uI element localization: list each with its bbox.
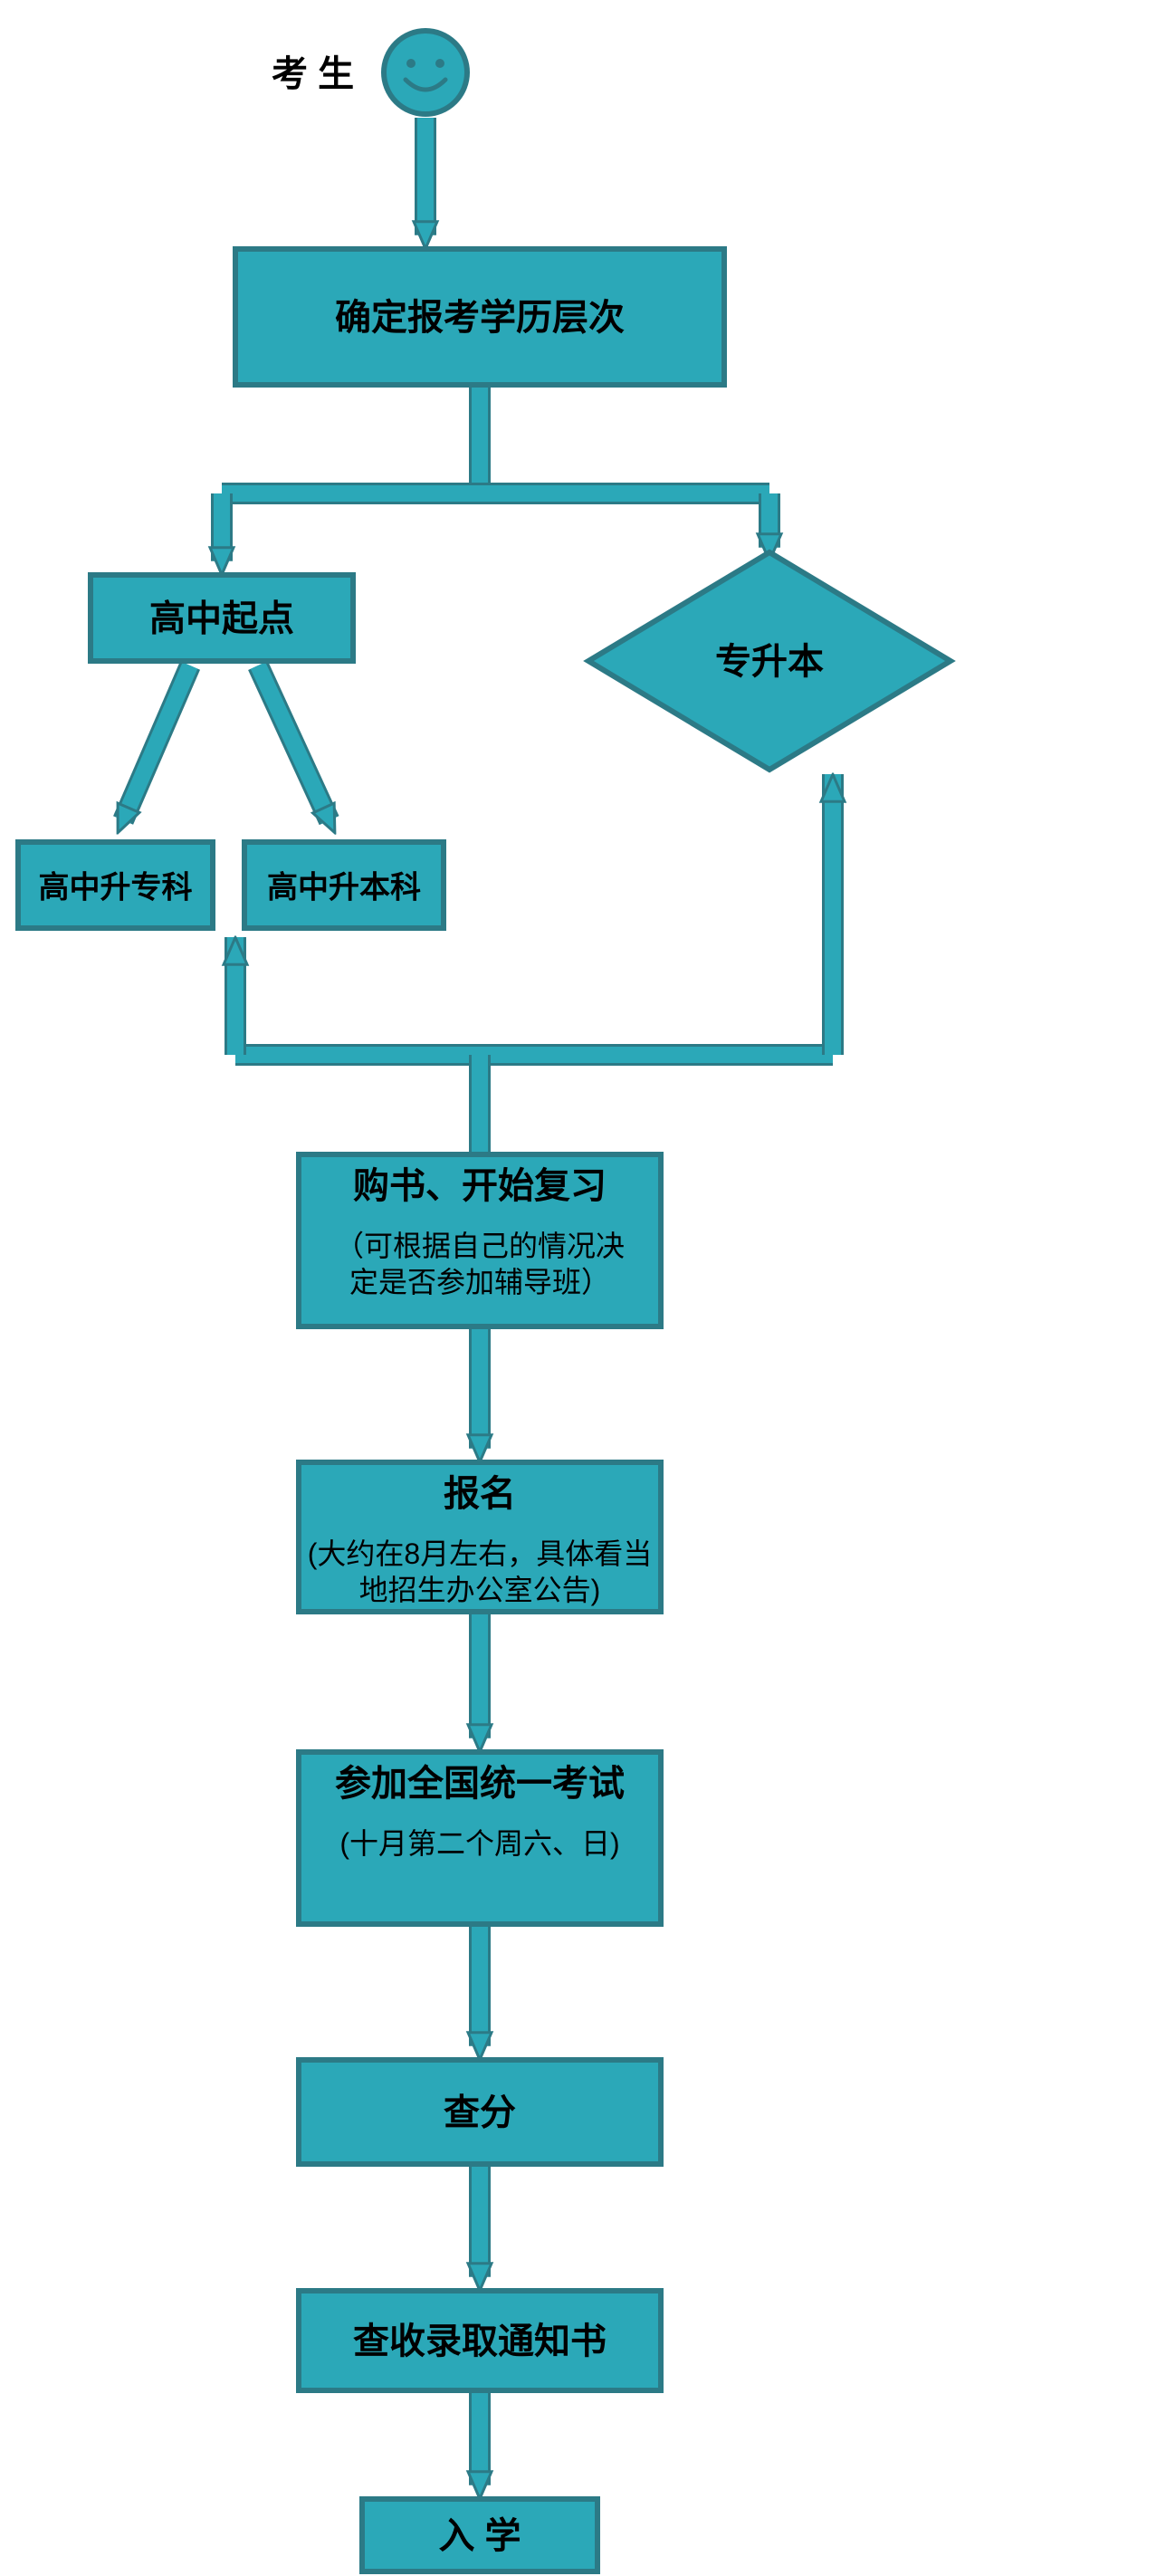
node-admit: 查收录取通知书 <box>299 2291 661 2390</box>
node-bk: 高中升本科 <box>244 842 444 928</box>
node-exam: 参加全国统一考试 (十月第二个周六、日) <box>299 1752 661 1924</box>
node-study: 购书、开始复习 （可根据自己的情况决定是否参加辅导班） <box>299 1154 661 1326</box>
svg-text:高中升专科: 高中升专科 <box>39 871 193 905</box>
svg-text:(大约在8月左右，具体看当: (大约在8月左右，具体看当 <box>308 1537 652 1570</box>
node-signup: 报名 (大约在8月左右，具体看当地招生办公室公告) <box>299 1462 661 1612</box>
node-zk: 高中升专科 <box>18 842 213 928</box>
flowchart-canvas: 考 生确定报考学历层次高中起点专升本高中升专科 高中升本科购书、开始复习 （可根据自… <box>0 0 1156 2576</box>
svg-text:高中起点: 高中起点 <box>149 599 294 639</box>
watermark: Baidu 百科 <box>36 2494 292 2551</box>
svg-text:确定报考学历层次: 确定报考学历层次 <box>335 298 625 338</box>
svg-text:查分: 查分 <box>444 2093 516 2133</box>
svg-text:定是否参加辅导班）: 定是否参加辅导班） <box>349 1266 610 1298</box>
svg-text:查收录取通知书: 查收录取通知书 <box>353 2322 607 2361</box>
start-label: 考 生 <box>272 54 354 94</box>
svg-text:入 学: 入 学 <box>438 2516 521 2556</box>
svg-text:高中升本科: 高中升本科 <box>267 871 421 905</box>
node-level: 确定报考学历层次 <box>235 249 724 385</box>
svg-text:(十月第二个周六、日): (十月第二个周六、日) <box>339 1827 619 1860</box>
svg-text:地招生办公室公告): 地招生办公室公告) <box>359 1574 601 1606</box>
node-score: 查分 <box>299 2060 661 2164</box>
start-smiley-icon <box>384 31 467 114</box>
node-enroll: 入 学 <box>362 2499 597 2571</box>
svg-text:（可根据自己的情况决: （可根据自己的情况决 <box>335 1230 625 1262</box>
svg-text:购书、开始复习: 购书、开始复习 <box>353 1166 607 1206</box>
svg-text:专升本: 专升本 <box>715 642 824 682</box>
node-hs: 高中起点 <box>91 575 353 661</box>
svg-text:报名: 报名 <box>444 1474 516 1514</box>
svg-text:参加全国统一考试: 参加全国统一考试 <box>335 1763 625 1804</box>
